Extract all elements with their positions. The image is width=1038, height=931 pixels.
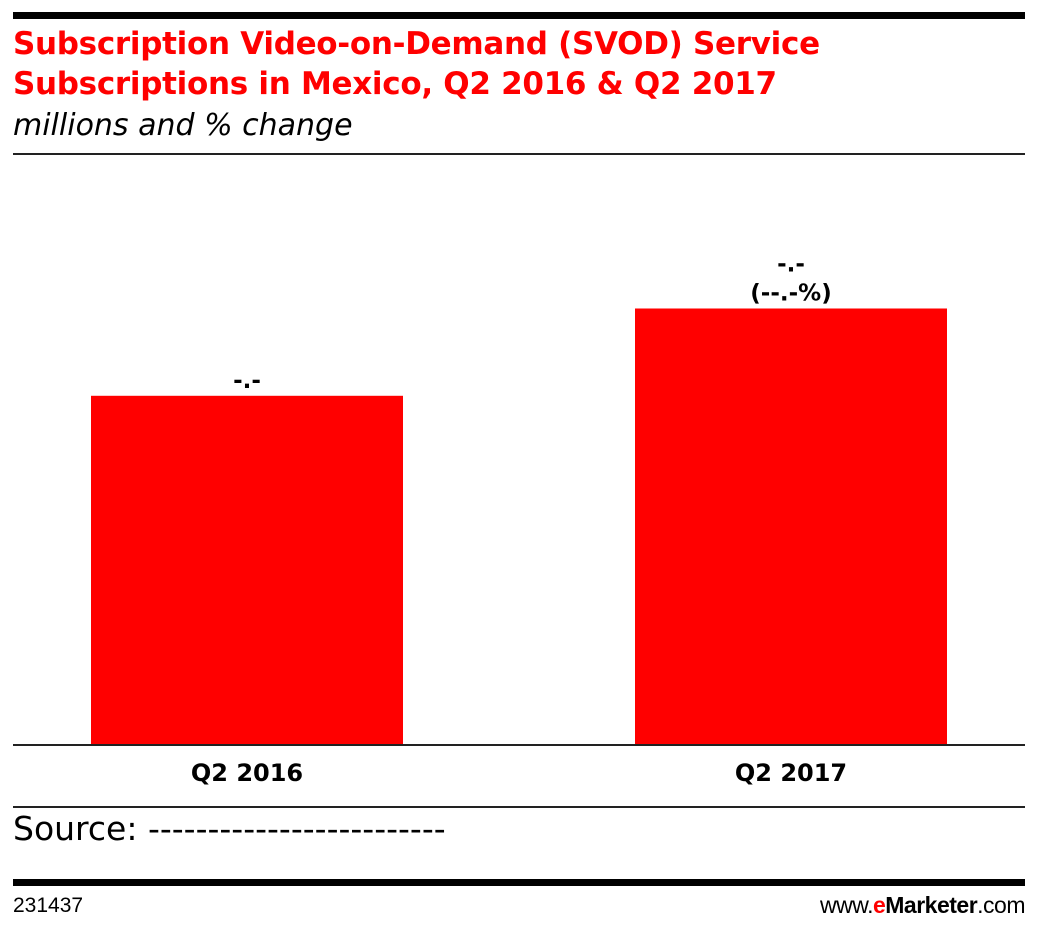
brand-name: Marketer xyxy=(885,892,978,918)
bar-q2-2017 xyxy=(635,308,947,745)
top-rule xyxy=(13,12,1025,19)
brand-prefix: www. xyxy=(820,892,873,918)
bar-chart: -.- Q2 2016 (--.-%) -.- Q2 2017 xyxy=(13,251,1025,787)
header-divider xyxy=(13,153,1025,155)
footer-divider xyxy=(13,806,1025,808)
x-tick-label: Q2 2017 xyxy=(735,759,847,787)
chart-title: Subscription Video-on-Demand (SVOD) Serv… xyxy=(13,26,820,102)
source-note: Source: ------------------------- xyxy=(13,809,446,848)
chart-id: 231437 xyxy=(13,894,84,917)
x-tick-label: Q2 2016 xyxy=(191,759,303,787)
brand-suffix: .com xyxy=(977,892,1025,918)
brand-e: e xyxy=(872,892,886,918)
bar-q2-2016 xyxy=(91,395,403,745)
data-label: -.- xyxy=(233,368,261,394)
emarketer-logo[interactable]: www.eMarketer.com xyxy=(820,890,1025,920)
chart-subtitle: millions and % change xyxy=(13,108,353,143)
bottom-rule xyxy=(13,879,1025,886)
change-label: (--.-%) xyxy=(750,280,831,306)
data-label: -.- xyxy=(777,251,805,277)
